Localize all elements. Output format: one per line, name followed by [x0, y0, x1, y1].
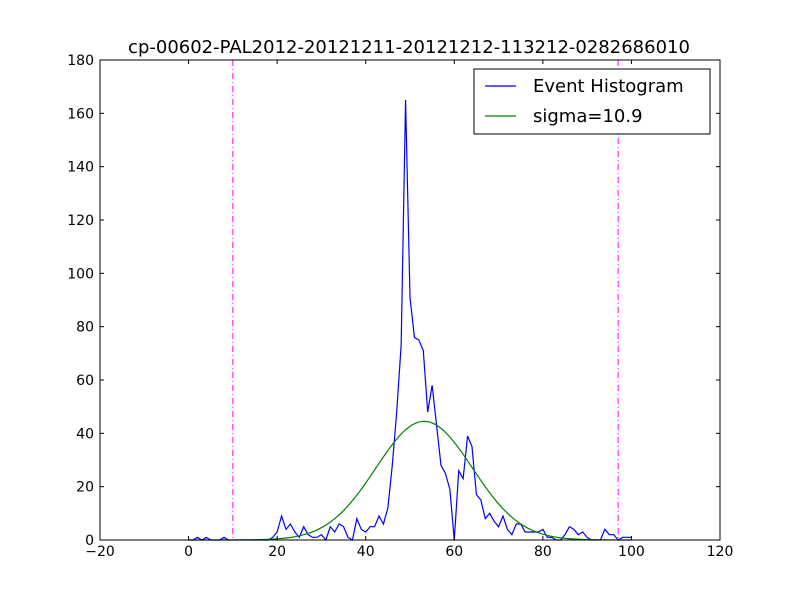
y-tick-label: 80 [76, 320, 94, 336]
x-tick-label: 100 [618, 544, 645, 560]
y-tick-label: 120 [67, 213, 94, 229]
y-tick-label: 100 [67, 266, 94, 282]
y-tick-label: 0 [85, 533, 94, 549]
x-tick-label: 40 [357, 544, 375, 560]
y-tick-label: 140 [67, 160, 94, 176]
plot-frame [99, 59, 721, 541]
x-tick-label: 0 [184, 544, 193, 560]
y-tick-label: 60 [76, 373, 94, 389]
x-tick-label: 120 [707, 544, 734, 560]
x-tick-label: 80 [534, 544, 552, 560]
axis-ticks: −20 0 20 40 60 80 100 1200204060801001201401601… [67, 53, 733, 560]
vertical-marker-lines [232, 60, 619, 540]
y-tick-label: 20 [76, 480, 94, 496]
x-tick-label: −20 [85, 544, 115, 560]
legend-label-gaussian: sigma=10.9 [533, 106, 643, 127]
y-tick-label: 40 [76, 426, 94, 442]
x-tick-label: 20 [268, 544, 286, 560]
y-tick-label: 160 [67, 106, 94, 122]
legend-label-histogram: Event Histogram [533, 76, 684, 97]
chart-title: cp-00602-PAL2012-20121211-20121212-11321… [128, 37, 690, 58]
x-tick-label: 60 [445, 544, 463, 560]
legend: Event Histogram sigma=10.9 [473, 68, 711, 135]
legend-box [473, 68, 711, 135]
y-tick-label: 180 [67, 53, 94, 69]
